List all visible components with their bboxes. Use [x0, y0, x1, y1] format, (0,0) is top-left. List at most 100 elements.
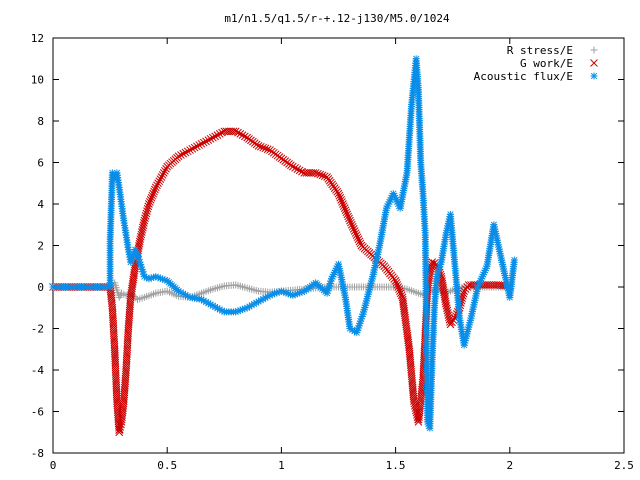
y-tick-label: 6: [37, 157, 44, 170]
y-tick-label: -4: [31, 364, 45, 377]
data-point: [459, 289, 468, 298]
data-point: [445, 313, 453, 322]
data-point: [139, 219, 148, 227]
data-point: [211, 132, 220, 141]
data-point: [348, 222, 357, 231]
data-point: [238, 131, 247, 139]
data-point: [158, 171, 167, 179]
data-point: [259, 143, 267, 152]
data-point: [177, 151, 185, 159]
y-tick-label: 10: [31, 74, 44, 87]
data-point: [179, 149, 188, 158]
data-point: [444, 308, 452, 317]
data-point: [151, 183, 160, 192]
data-point: [392, 278, 401, 287]
data-point: [142, 209, 151, 218]
data-point: [146, 195, 155, 204]
data-point: [151, 185, 159, 194]
data-point: [343, 210, 352, 219]
data-point: [229, 127, 238, 136]
data-point: [231, 127, 240, 136]
data-point: [137, 228, 146, 236]
y-tick-label: 4: [37, 198, 44, 211]
data-point: [197, 139, 206, 148]
data-point: [391, 276, 400, 285]
data-point: [311, 169, 320, 177]
x-tick-label: 2: [506, 459, 513, 472]
legend-label: Acoustic flux/E: [474, 70, 573, 83]
data-point: [236, 130, 245, 138]
data-point: [149, 189, 158, 198]
y-tick-label: 12: [31, 32, 44, 45]
data-point: [136, 235, 145, 243]
data-point: [354, 235, 363, 244]
data-point: [143, 207, 151, 215]
data-point: [183, 147, 192, 156]
x-tick-label: 1.5: [386, 459, 406, 472]
y-axis: -8 -6 -4 -2 0 2 4 6 8 10 12: [31, 32, 624, 460]
data-point: [336, 193, 345, 202]
data-point: [349, 225, 358, 233]
data-point: [338, 198, 346, 206]
data-point: [314, 169, 322, 178]
data-point: [339, 202, 348, 210]
data-point: [241, 132, 249, 141]
data-point: [137, 230, 146, 239]
data-point: [337, 195, 345, 204]
data-point: [355, 237, 364, 246]
series-layer: [49, 55, 518, 437]
data-point: [141, 212, 150, 220]
chart-title: m1/n1.5/q1.5/r-+.12-j130/M5.0/1024: [224, 12, 450, 25]
data-point: [350, 227, 359, 235]
data-point: [202, 137, 210, 146]
data-point: [443, 306, 452, 315]
data-point: [339, 200, 347, 208]
data-point: [190, 143, 199, 152]
data-point: [261, 144, 270, 153]
data-point: [204, 136, 213, 144]
data-point: [143, 204, 152, 213]
y-tick-label: 8: [37, 115, 44, 128]
data-point: [428, 258, 436, 266]
data-point: [136, 232, 145, 241]
legend-label: G work/E: [520, 57, 573, 70]
data-point: [347, 218, 355, 227]
data-point: [161, 166, 169, 175]
data-point: [298, 167, 306, 176]
data-point: [443, 304, 451, 313]
data-point: [335, 191, 344, 200]
data-point: [340, 204, 349, 213]
data-point: [316, 170, 325, 179]
data-point: [263, 145, 272, 154]
legend-marker: [590, 72, 598, 80]
data-point: [145, 200, 153, 208]
data-point: [199, 138, 208, 147]
y-tick-label: 2: [37, 240, 44, 253]
data-point: [352, 231, 361, 239]
data-point: [140, 216, 149, 225]
data-point: [181, 148, 190, 157]
data-point: [295, 166, 304, 175]
data-point: [414, 415, 422, 424]
y-tick-label: 0: [37, 281, 44, 294]
data-point: [293, 165, 302, 173]
data-point: [135, 239, 144, 248]
data-point: [442, 302, 451, 310]
data-point: [254, 142, 263, 150]
data-point: [147, 193, 156, 202]
data-point: [148, 191, 157, 200]
data-point: [215, 130, 224, 138]
data-point: [334, 189, 343, 198]
data-point: [356, 239, 365, 248]
x-tick-label: 0: [50, 459, 57, 472]
data-point: [395, 285, 403, 293]
legend-marker: [590, 46, 598, 54]
y-tick-label: -2: [31, 323, 44, 336]
data-point: [318, 171, 327, 180]
data-point: [174, 152, 183, 161]
data-point: [155, 177, 164, 186]
data-point: [341, 206, 350, 215]
x-axis: 0 0.5 1 1.5 2 2.5: [50, 38, 634, 472]
data-point: [393, 281, 402, 289]
